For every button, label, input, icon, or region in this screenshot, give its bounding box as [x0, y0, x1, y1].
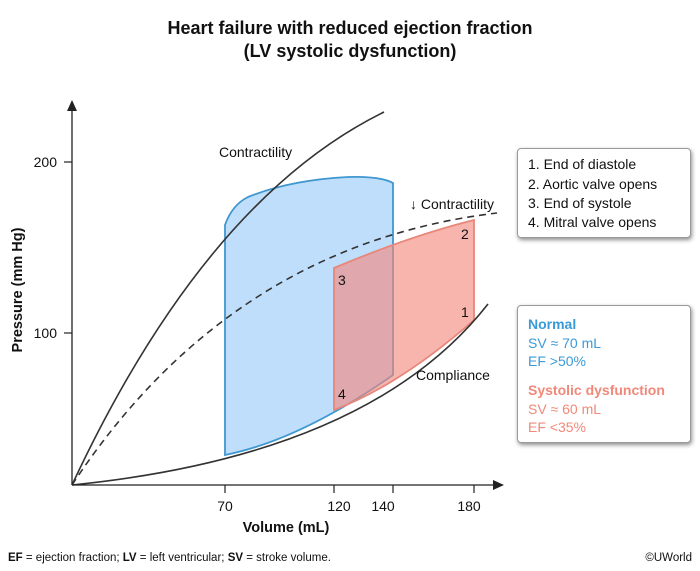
- x-tick-label-180: 180: [457, 498, 481, 514]
- step-2: 2. Aortic valve opens: [528, 176, 658, 192]
- footnote-sv-def: = stroke volume.: [243, 552, 331, 564]
- y-axis-arrow: [67, 100, 77, 111]
- x-tick-label-140: 140: [371, 498, 395, 514]
- point-label-2: 2: [461, 226, 469, 242]
- y-tick-label-200: 200: [34, 154, 58, 170]
- credit: ©UWorld: [645, 552, 692, 564]
- point-label-3: 3: [338, 272, 346, 288]
- legend-normal-title: Normal: [528, 316, 577, 332]
- compliance-label: Compliance: [416, 367, 490, 383]
- figure-title: Heart failure with reduced ejection frac…: [167, 18, 533, 38]
- point-label-4: 4: [338, 386, 346, 402]
- footnote-ef-def: = ejection fraction;: [22, 552, 123, 564]
- y-axis-label: Pressure (mm Hg): [10, 227, 26, 352]
- legend-box: Normal SV ≈ 70 mL EF >50% Systolic dysfu…: [517, 305, 691, 443]
- footnote-ef-abbr: EF: [8, 552, 23, 564]
- footnote-lv-abbr: LV: [122, 552, 137, 564]
- footnote-lv-def: = left ventricular;: [136, 552, 228, 564]
- legend-systolic-ef: EF <35%: [528, 419, 586, 435]
- x-axis-label: Volume (mL): [243, 520, 330, 536]
- y-tick-label-100: 100: [34, 325, 58, 341]
- x-tick-label-120: 120: [327, 498, 351, 514]
- reduced-contractility-label: ↓ Contractility: [410, 196, 494, 212]
- footnote-sv-abbr: SV: [227, 552, 244, 564]
- legend-normal-ef: EF >50%: [528, 353, 586, 369]
- contractility-curve: [71, 111, 385, 486]
- x-axis-arrow: [493, 480, 504, 490]
- steps-box: 1. End of diastole 2. Aortic valve opens…: [517, 148, 691, 238]
- footnote: EF = ejection fraction; LV = left ventri…: [8, 552, 331, 564]
- point-label-1: 1: [461, 304, 469, 320]
- legend-normal-sv: SV ≈ 70 mL: [528, 335, 602, 351]
- step-1: 1. End of diastole: [528, 156, 637, 172]
- legend-systolic-sv: SV ≈ 60 mL: [528, 401, 602, 417]
- contractility-label: Contractility: [219, 144, 292, 160]
- figure-subtitle: (LV systolic dysfunction): [243, 41, 457, 61]
- compliance-curve: [71, 303, 489, 486]
- reduced-contractility-curve: [71, 212, 498, 486]
- x-tick-label-70: 70: [217, 498, 233, 514]
- step-3: 3. End of systole: [528, 195, 632, 211]
- legend-systolic-title: Systolic dysfunction: [528, 382, 665, 398]
- systolic-dysfunction-pv-loop: [333, 218, 475, 412]
- step-4: 4. Mitral valve opens: [528, 214, 657, 230]
